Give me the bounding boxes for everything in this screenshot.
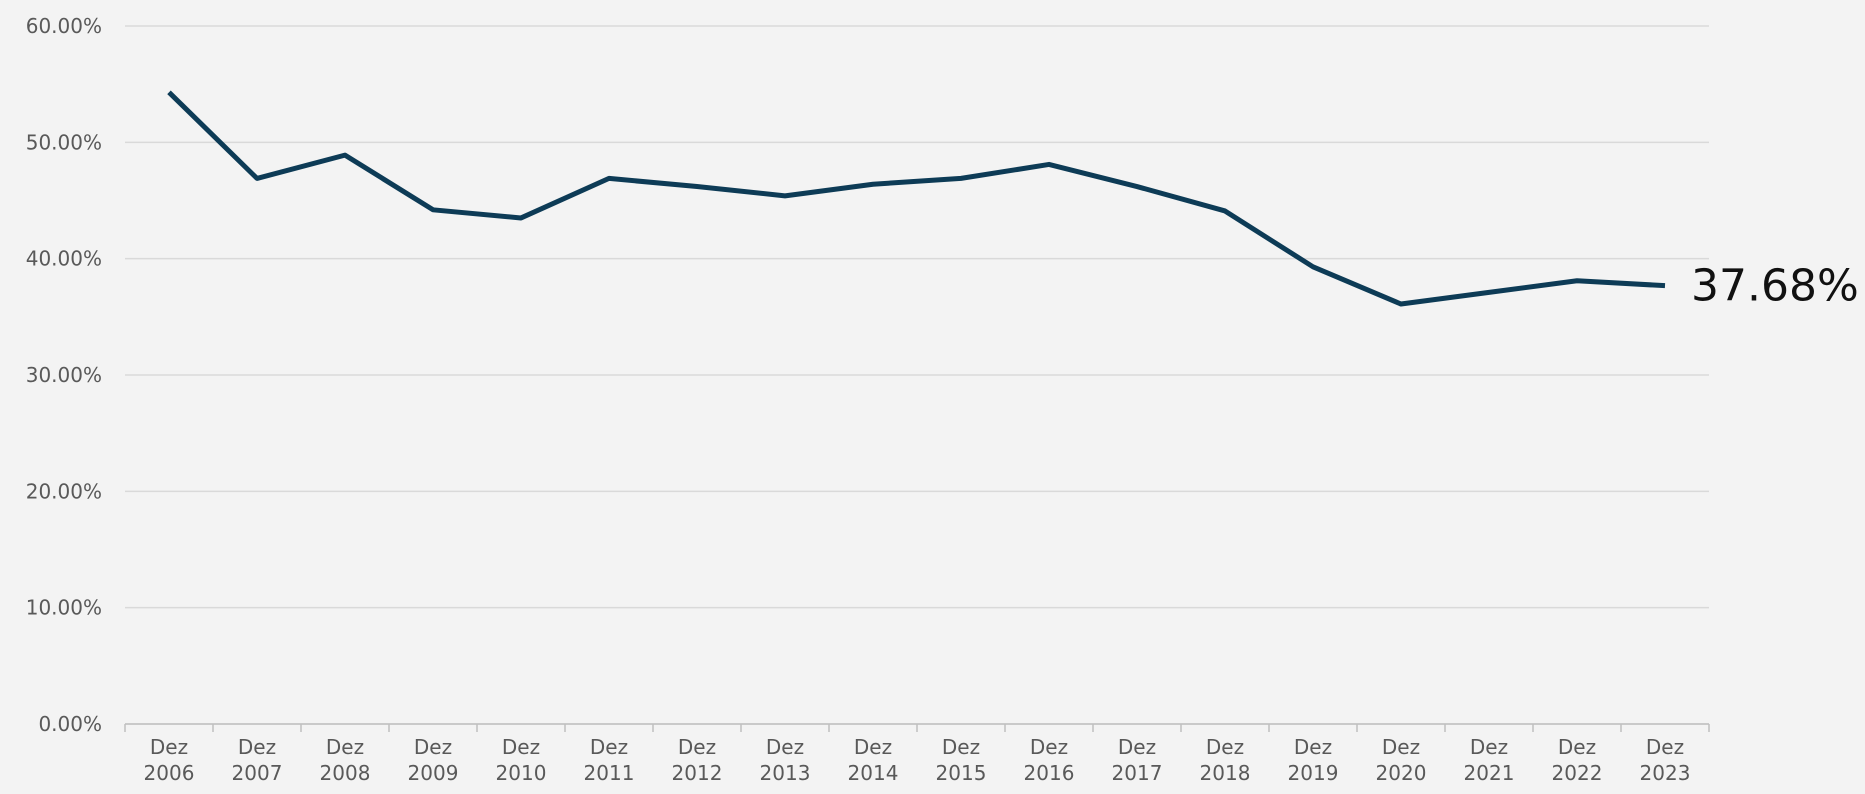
x-tick-label: Dez 2006 bbox=[144, 735, 195, 785]
y-tick-label: 30.00% bbox=[26, 363, 102, 387]
x-tick-label: Dez 2010 bbox=[496, 735, 547, 785]
x-tick-label: Dez 2019 bbox=[1288, 735, 1339, 785]
x-tick-label: Dez 2014 bbox=[848, 735, 899, 785]
x-tick-label: Dez 2007 bbox=[232, 735, 283, 785]
x-tick-label: Dez 2012 bbox=[672, 735, 723, 785]
x-tick-label: Dez 2020 bbox=[1376, 735, 1427, 785]
x-tick-label: Dez 2016 bbox=[1024, 735, 1075, 785]
line bbox=[167, 90, 1666, 307]
x-tick-label: Dez 2017 bbox=[1112, 735, 1163, 785]
data-label: 37.68% bbox=[1691, 261, 1859, 312]
x-tick-label: Dez 2013 bbox=[760, 735, 811, 785]
y-tick-label: 40.00% bbox=[26, 247, 102, 271]
x-tick-label: Dez 2015 bbox=[936, 735, 987, 785]
y-tick-label: 0.00% bbox=[38, 712, 102, 736]
x-tick-label: Dez 2009 bbox=[408, 735, 459, 785]
x-tick-label: Dez 2022 bbox=[1552, 735, 1603, 785]
y-tick-label: 50.00% bbox=[26, 130, 102, 154]
x-tick-label: Dez 2023 bbox=[1640, 735, 1691, 785]
y-tick-label: 10.00% bbox=[26, 596, 102, 620]
y-tick-label: 20.00% bbox=[26, 479, 102, 503]
y-tick-label: 60.00% bbox=[26, 14, 102, 38]
x-tick-label: Dez 2008 bbox=[320, 735, 371, 785]
x-tick-label: Dez 2021 bbox=[1464, 735, 1515, 785]
x-tick-label: Dez 2018 bbox=[1200, 735, 1251, 785]
x-tick-label: Dez 2011 bbox=[584, 735, 635, 785]
